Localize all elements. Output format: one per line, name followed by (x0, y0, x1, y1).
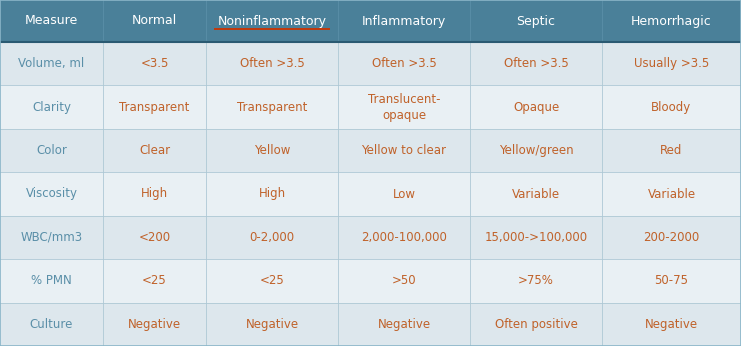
Bar (206, 216, 338, 259)
Text: Negative: Negative (645, 318, 698, 331)
Bar (103, 259, 206, 302)
Text: Negative: Negative (245, 318, 299, 331)
Text: Transparent: Transparent (119, 101, 190, 113)
Bar (470, 302, 602, 346)
Text: >75%: >75% (518, 274, 554, 288)
Text: <25: <25 (259, 274, 285, 288)
Text: Often >3.5: Often >3.5 (504, 57, 568, 70)
Text: Translucent-
opaque: Translucent- opaque (368, 93, 440, 122)
Bar (602, 216, 741, 259)
Text: Often >3.5: Often >3.5 (372, 57, 436, 70)
Text: % PMN: % PMN (31, 274, 72, 288)
Text: Inflammatory: Inflammatory (362, 15, 446, 27)
Text: Red: Red (660, 144, 682, 157)
Bar (206, 129, 338, 172)
Text: Yellow: Yellow (254, 144, 290, 157)
Text: >50: >50 (392, 274, 416, 288)
Text: <3.5: <3.5 (140, 57, 169, 70)
Text: Variable: Variable (512, 188, 560, 200)
Text: 15,000->100,000: 15,000->100,000 (485, 231, 588, 244)
Bar (470, 259, 602, 302)
Bar (0, 42, 103, 85)
Text: Yellow to clear: Yellow to clear (362, 144, 447, 157)
Text: Often >3.5: Often >3.5 (239, 57, 305, 70)
Text: <200: <200 (139, 231, 170, 244)
Text: 0-2,000: 0-2,000 (250, 231, 295, 244)
Text: Bloody: Bloody (651, 101, 691, 113)
Bar (470, 216, 602, 259)
Bar (0, 129, 103, 172)
Bar (602, 259, 741, 302)
Bar (470, 85, 602, 129)
Text: 50-75: 50-75 (654, 274, 688, 288)
Text: Hemorrhagic: Hemorrhagic (631, 15, 712, 27)
Bar (338, 129, 470, 172)
Text: Opaque: Opaque (513, 101, 559, 113)
Bar (338, 0, 470, 42)
Bar (602, 85, 741, 129)
Bar (0, 0, 103, 42)
Text: Color: Color (36, 144, 67, 157)
Text: Septic: Septic (516, 15, 556, 27)
Bar (338, 259, 470, 302)
Bar (338, 85, 470, 129)
Bar (470, 42, 602, 85)
Text: Normal: Normal (132, 15, 177, 27)
Bar (602, 172, 741, 216)
Bar (470, 172, 602, 216)
Text: 200-2000: 200-2000 (643, 231, 700, 244)
Text: Low: Low (393, 188, 416, 200)
Bar (338, 42, 470, 85)
Text: Viscosity: Viscosity (25, 188, 78, 200)
Text: Usually >3.5: Usually >3.5 (634, 57, 709, 70)
Text: 2,000-100,000: 2,000-100,000 (361, 231, 447, 244)
Text: Culture: Culture (30, 318, 73, 331)
Bar (0, 302, 103, 346)
Text: WBC/mm3: WBC/mm3 (21, 231, 82, 244)
Bar (206, 42, 338, 85)
Text: <25: <25 (142, 274, 167, 288)
Bar (103, 172, 206, 216)
Bar (103, 216, 206, 259)
Text: Volume, ml: Volume, ml (19, 57, 84, 70)
Text: Clear: Clear (139, 144, 170, 157)
Bar (338, 216, 470, 259)
Bar (602, 129, 741, 172)
Bar (206, 172, 338, 216)
Text: Negative: Negative (377, 318, 431, 331)
Bar (470, 129, 602, 172)
Text: High: High (141, 188, 168, 200)
Text: Negative: Negative (128, 318, 181, 331)
Bar (103, 42, 206, 85)
Bar (206, 85, 338, 129)
Text: Noninflammatory: Noninflammatory (218, 15, 327, 27)
Bar (602, 302, 741, 346)
Text: Often positive: Often positive (494, 318, 577, 331)
Text: Transparent: Transparent (237, 101, 308, 113)
Bar (0, 259, 103, 302)
Text: Yellow/green: Yellow/green (499, 144, 574, 157)
Bar (338, 302, 470, 346)
Bar (602, 0, 741, 42)
Bar (470, 0, 602, 42)
Bar (206, 259, 338, 302)
Bar (0, 172, 103, 216)
Text: High: High (259, 188, 285, 200)
Text: Clarity: Clarity (32, 101, 71, 113)
Bar (206, 302, 338, 346)
Text: Variable: Variable (648, 188, 696, 200)
Bar (602, 42, 741, 85)
Bar (103, 302, 206, 346)
Text: Measure: Measure (25, 15, 78, 27)
Bar (206, 0, 338, 42)
Bar (338, 172, 470, 216)
Bar (103, 85, 206, 129)
Bar (0, 216, 103, 259)
Bar (103, 0, 206, 42)
Bar (0, 85, 103, 129)
Bar (103, 129, 206, 172)
